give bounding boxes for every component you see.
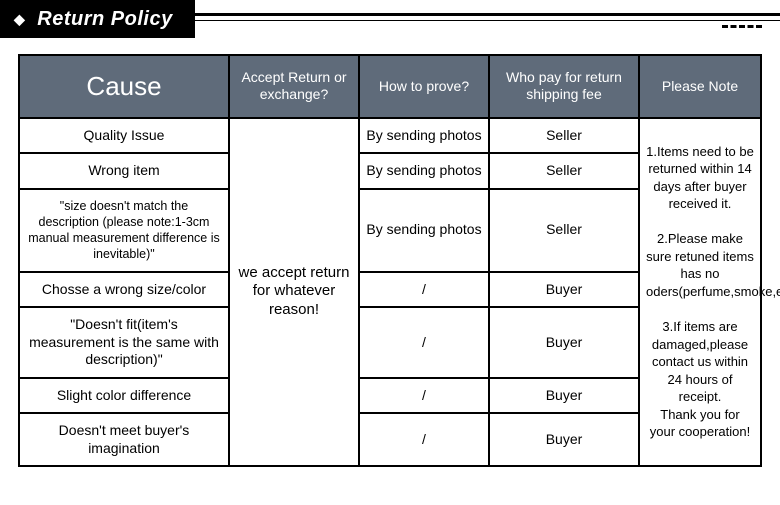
cell-prove: / — [359, 272, 489, 308]
cell-prove: By sending photos — [359, 118, 489, 154]
table-container: Cause Accept Return or exchange? How to … — [0, 38, 780, 467]
cell-payer: Seller — [489, 189, 639, 272]
cell-cause: Quality Issue — [19, 118, 229, 154]
cell-note: 1.Items need to be returned within 14 da… — [639, 118, 761, 467]
section-title: Return Policy — [37, 8, 172, 31]
table-header-row: Cause Accept Return or exchange? How to … — [19, 55, 761, 118]
cell-cause: Doesn't meet buyer's imagination — [19, 413, 229, 466]
cell-cause: "Doesn't fit(item's measurement is the s… — [19, 307, 229, 378]
cell-payer: Buyer — [489, 413, 639, 466]
cell-accept: we accept return for whatever reason! — [229, 118, 359, 467]
cell-cause: "size doesn't match the description (ple… — [19, 189, 229, 272]
header-dash-accent — [722, 25, 762, 28]
cell-payer: Seller — [489, 153, 639, 189]
return-policy-table: Cause Accept Return or exchange? How to … — [18, 54, 762, 467]
cell-prove: / — [359, 307, 489, 378]
cell-cause: Slight color difference — [19, 378, 229, 414]
col-header-payer: Who pay for return shipping fee — [489, 55, 639, 118]
cell-prove: By sending photos — [359, 189, 489, 272]
cell-prove: / — [359, 413, 489, 466]
cell-prove: By sending photos — [359, 153, 489, 189]
section-header: ◆ Return Policy — [0, 0, 780, 38]
cell-payer: Buyer — [489, 272, 639, 308]
col-header-note: Please Note — [639, 55, 761, 118]
cell-prove: / — [359, 378, 489, 414]
section-title-box: ◆ Return Policy — [0, 0, 195, 38]
header-divider-lines — [195, 0, 780, 38]
cell-payer: Seller — [489, 118, 639, 154]
col-header-accept: Accept Return or exchange? — [229, 55, 359, 118]
diamond-icon: ◆ — [14, 11, 25, 28]
col-header-prove: How to prove? — [359, 55, 489, 118]
cell-cause: Chosse a wrong size/color — [19, 272, 229, 308]
cell-payer: Buyer — [489, 307, 639, 378]
table-row: Quality Issue we accept return for whate… — [19, 118, 761, 154]
cell-payer: Buyer — [489, 378, 639, 414]
col-header-cause: Cause — [19, 55, 229, 118]
cell-cause: Wrong item — [19, 153, 229, 189]
